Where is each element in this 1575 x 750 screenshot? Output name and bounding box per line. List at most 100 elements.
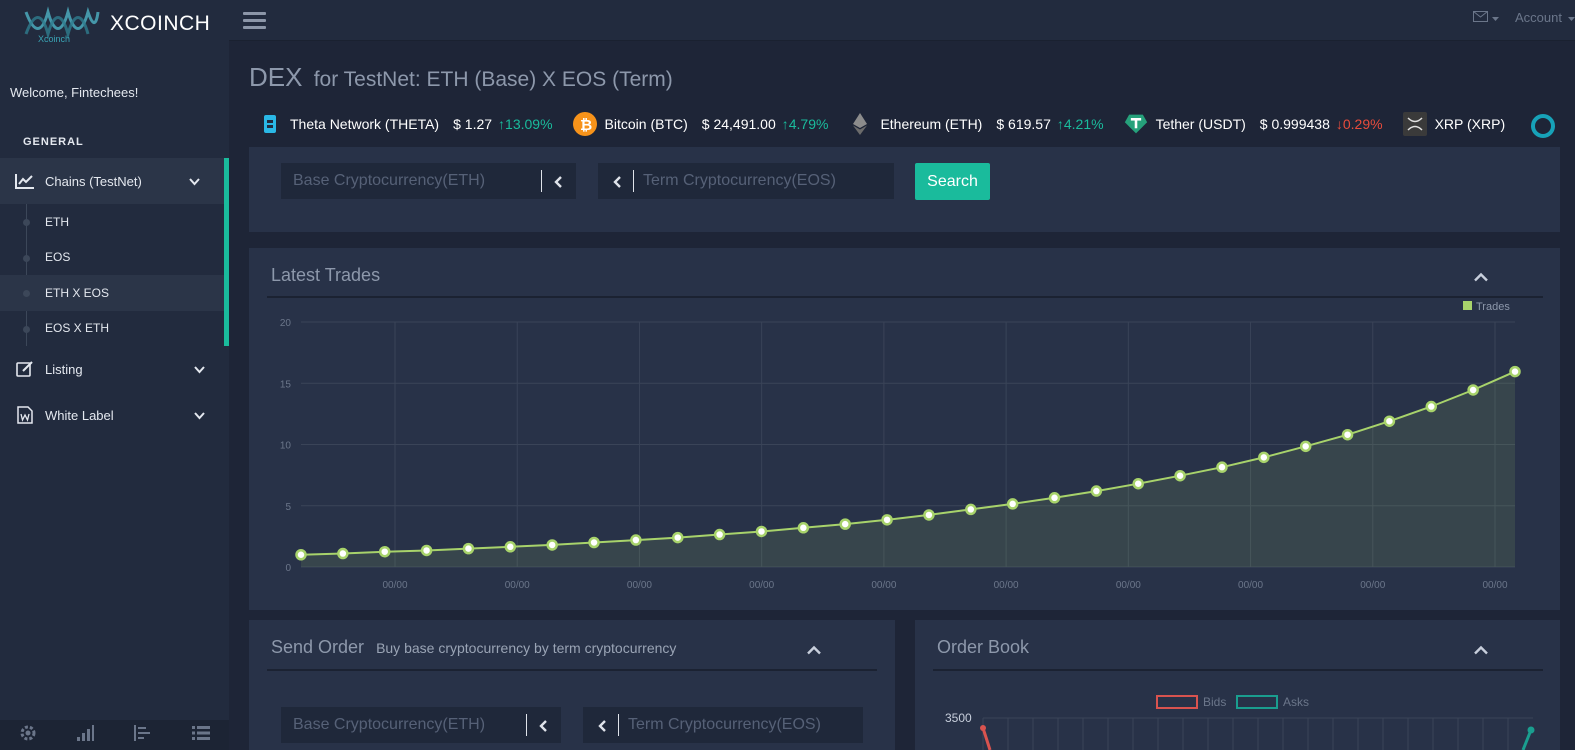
sidebar: Xcoinch XCOINCH Welcome, Fintechees! GEN… [0, 0, 229, 750]
x-tick-label: 00/00 [1482, 580, 1507, 591]
send-order-title-text: Send Order [271, 637, 365, 657]
term-currency-select[interactable]: Term Cryptocurrency(EOS) [598, 163, 894, 199]
sidebar-item-chains[interactable]: Chains (TestNet) [0, 158, 229, 204]
ticker-change: ↑4.21% [1056, 116, 1104, 132]
x-tick-label: 00/00 [1238, 580, 1263, 591]
ticker-price: $ 1.27 [453, 116, 493, 132]
section-label: GENERAL [23, 136, 84, 148]
page-title: DEX for TestNet: ETH (Base) X EOS (Term) [249, 62, 673, 93]
order-book-y-label: 3500 [945, 711, 972, 725]
panel-divider [933, 669, 1543, 671]
trades-point [420, 544, 433, 557]
ticker-item[interactable]: Theta Network (THETA) $ 1.27 ↑13.09% [258, 112, 553, 136]
order-term-currency-select[interactable]: Term Cryptocurrency(EOS) [583, 707, 863, 743]
trades-point [1048, 492, 1061, 504]
trades-point [630, 534, 642, 546]
x-tick-label: 00/00 [627, 580, 652, 591]
ethereum-icon [848, 112, 872, 136]
ticker-change: ↑4.79% [781, 116, 829, 132]
sidebar-footer [0, 720, 229, 750]
order-base-placeholder: Base Cryptocurrency(ETH) [293, 716, 486, 733]
chevron-up-icon[interactable] [807, 642, 821, 655]
list-icon[interactable] [191, 725, 210, 746]
trades-point [1216, 461, 1228, 473]
ticker-price: $ 0.999438 [1259, 116, 1330, 132]
sidebar-item-label: Chains (TestNet) [45, 173, 142, 189]
base-currency-select[interactable]: Base Cryptocurrency(ETH) [281, 163, 576, 199]
submenu-item-eos[interactable]: EOS [0, 240, 224, 276]
mail-dropdown[interactable] [1473, 10, 1500, 25]
ticker-item[interactable]: Tether (USDT) $ 0.999438 ↓0.29% [1124, 112, 1383, 136]
x-tick-label: 00/00 [1360, 580, 1385, 591]
trades-point [797, 522, 810, 534]
bids-legend-label: Bids [1203, 695, 1226, 709]
ticker-name: Ethereum (ETH) [880, 116, 983, 132]
order-base-currency-select[interactable]: Base Cryptocurrency(ETH) [281, 707, 561, 743]
trades-point [504, 541, 517, 553]
sidebar-item-label: White Label [45, 407, 114, 423]
brand[interactable]: Xcoinch XCOINCH [0, 0, 229, 48]
y-tick-label: 10 [280, 441, 292, 452]
search-button[interactable]: Search [915, 163, 990, 200]
brand-logo: Xcoinch [24, 4, 100, 44]
ticker-item[interactable]: XRP (XRP) [1402, 112, 1505, 136]
submenu-item-eos-x-eth[interactable]: EOS X ETH [0, 311, 224, 347]
submenu-item-eth-x-eos[interactable]: ETH X EOS [0, 275, 224, 311]
brand-logo-text: Xcoinch [38, 34, 70, 44]
sidebar-menu: Chains (TestNet) ETH EOS ETH X EOS EOS X… [0, 158, 229, 438]
asks-legend-swatch [1236, 695, 1278, 709]
trades-point [923, 509, 935, 521]
x-tick-label: 00/00 [994, 580, 1019, 591]
order-book-title: Order Book [937, 637, 1030, 657]
trades-point [1509, 365, 1521, 378]
align-icon[interactable] [133, 724, 153, 747]
trades-point [1132, 477, 1144, 490]
order-book-chart: Bids Asks 3500 [945, 695, 1535, 750]
chevron-up-icon[interactable] [1474, 269, 1488, 282]
bitcoin-icon: ₿ [572, 112, 597, 136]
trades-legend-swatch [1463, 301, 1472, 310]
trades-point [672, 531, 684, 544]
brand-name: XCOINCH [110, 12, 211, 35]
sidebar-item-listing[interactable]: Listing [0, 346, 229, 392]
page-title-main: DEX [249, 62, 303, 92]
submenu-item-eth[interactable]: ETH [0, 204, 224, 240]
trades-point [881, 514, 893, 526]
trades-point [337, 547, 349, 560]
chevron-down-icon [194, 408, 205, 423]
ticker-change: ↑13.09% [498, 116, 553, 132]
envelope-icon [1473, 10, 1489, 25]
signal-icon[interactable] [76, 724, 95, 747]
ticker-item[interactable]: Ethereum (ETH) $ 619.57 ↑4.21% [848, 112, 1104, 136]
xrp-icon [1402, 112, 1427, 136]
ticker-change: ↓0.29% [1335, 116, 1383, 132]
y-tick-label: 15 [280, 379, 292, 390]
caret-down-icon [1568, 10, 1575, 25]
edit-icon [15, 360, 35, 378]
y-tick-label: 0 [285, 563, 291, 574]
settings-icon[interactable] [19, 724, 37, 747]
x-tick-label: 00/00 [505, 580, 530, 591]
word-file-icon [15, 406, 35, 424]
x-tick-label: 00/00 [382, 580, 407, 591]
menu-toggle-icon[interactable] [243, 12, 266, 30]
trades-point [713, 528, 726, 541]
trades-point [378, 545, 391, 558]
ticker-name: Tether (USDT) [1155, 116, 1246, 132]
sidebar-item-white-label[interactable]: White Label [0, 392, 229, 438]
page-subtitle: for TestNet: ETH (Base) X EOS (Term) [313, 68, 673, 91]
y-tick-label: 20 [280, 318, 292, 329]
trades-point [588, 536, 600, 549]
ticker-price: $ 24,491.00 [701, 116, 776, 132]
ticker-name: Theta Network (THETA) [290, 116, 440, 132]
chevron-left-icon [539, 719, 547, 737]
trades-series-line [300, 370, 1516, 556]
x-tick-label: 00/00 [871, 580, 896, 591]
ticker-item[interactable]: ₿ Bitcoin (BTC) $ 24,491.00 ↑4.79% [572, 112, 829, 136]
caret-down-icon [1492, 10, 1500, 25]
account-menu[interactable]: Account [1515, 10, 1562, 25]
trades-point [1341, 428, 1354, 441]
sidebar-item-label: Listing [45, 361, 83, 377]
chevron-up-icon[interactable] [1474, 642, 1488, 655]
y-tick-label: 5 [285, 502, 291, 513]
